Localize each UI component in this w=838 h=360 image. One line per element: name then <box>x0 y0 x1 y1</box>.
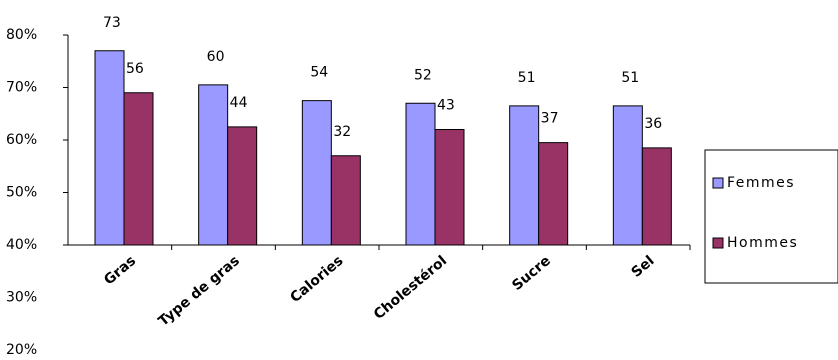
legend-label: Femmes <box>727 175 795 191</box>
legend-swatch <box>712 177 724 189</box>
y-tick-label: 50% <box>6 185 37 201</box>
bar <box>538 142 569 246</box>
x-tick-label: Calories <box>287 253 346 306</box>
bar <box>301 100 332 246</box>
y-tick-label: 80% <box>6 27 37 43</box>
data-label: 52 <box>414 67 432 83</box>
bar <box>330 155 361 246</box>
x-tick-label: Sucre <box>509 253 554 294</box>
bar <box>123 92 154 246</box>
bar <box>405 102 436 246</box>
y-tick-label: 30% <box>6 290 37 306</box>
bar <box>509 105 540 246</box>
data-label: 36 <box>644 116 662 132</box>
y-tick-label: 70% <box>6 80 37 96</box>
legend-swatch <box>712 237 724 249</box>
data-label: 51 <box>621 70 639 86</box>
bar <box>227 126 258 246</box>
bar <box>198 84 229 246</box>
data-label: 73 <box>103 15 121 31</box>
y-tick-label: 20% <box>6 342 37 358</box>
x-tick-label: Gras <box>101 253 139 289</box>
bar <box>434 129 465 246</box>
x-tick-label: Sel <box>629 253 658 281</box>
legend-box <box>704 149 838 284</box>
data-label: 43 <box>437 98 455 114</box>
data-label: 37 <box>541 111 559 127</box>
y-tick-label: 40% <box>6 237 37 253</box>
bar <box>94 50 125 246</box>
data-label: 56 <box>126 61 144 77</box>
data-label: 32 <box>333 124 351 140</box>
legend-label: Hommes <box>727 235 798 251</box>
data-label: 60 <box>207 49 225 65</box>
bar <box>612 105 643 246</box>
bar <box>641 147 672 246</box>
y-tick-label: 60% <box>6 132 37 148</box>
data-label: 44 <box>230 95 248 111</box>
x-tick-label: Cholestérol <box>371 253 450 323</box>
data-label: 54 <box>310 65 328 81</box>
x-tick-label: Type de gras <box>156 253 243 330</box>
data-label: 51 <box>518 70 536 86</box>
